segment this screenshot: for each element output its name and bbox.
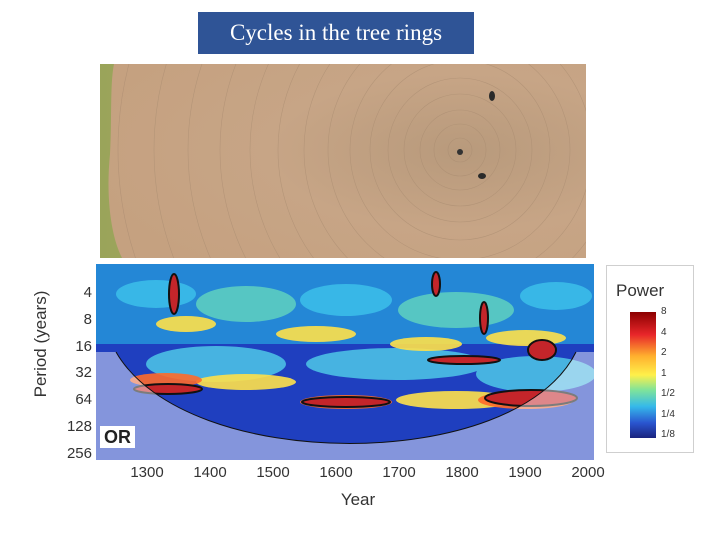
y-tick-label: 16 <box>75 337 92 355</box>
legend-tick-label: 2 <box>661 347 667 358</box>
y-tick-label: 64 <box>75 391 92 409</box>
wavelet-power-spectrum <box>96 264 594 460</box>
legend-tick-label: 1/2 <box>661 388 675 399</box>
y-axis-label-text: Period (years) <box>31 291 50 398</box>
x-tick-label: 1800 <box>445 464 479 481</box>
x-tick-label: 1500 <box>256 464 290 481</box>
y-tick-label: 8 <box>83 310 92 328</box>
y-tick-label: 4 <box>83 284 92 301</box>
y-tick-label: 128 <box>66 418 92 435</box>
legend-tick-label: 1/8 <box>661 429 675 440</box>
x-tick-label: 1900 <box>508 464 542 481</box>
y-tick-label: 32 <box>75 364 92 382</box>
x-tick-label: 1700 <box>382 464 416 481</box>
power-colorbar <box>630 312 656 438</box>
x-tick-label: 1400 <box>193 464 227 481</box>
y-axis-label: Period (years) <box>28 254 64 434</box>
tree-ring-photo <box>100 64 586 258</box>
region-label: OR <box>100 426 135 448</box>
x-tick-label: 1600 <box>319 464 353 481</box>
legend-title: Power <box>616 281 665 300</box>
x-tick-label: 2000 <box>571 464 605 481</box>
legend-tick-label: 4 <box>661 326 667 338</box>
legend-tick-label: 1/4 <box>661 408 675 420</box>
slide-title: Cycles in the tree rings <box>198 12 474 54</box>
power-legend <box>606 265 694 453</box>
y-tick-label: 256 <box>66 444 92 462</box>
legend-tick-label: 8 <box>661 306 667 317</box>
x-axis-label: Year <box>340 490 376 509</box>
legend-tick-label: 1 <box>661 367 667 379</box>
x-tick-label: 1300 <box>130 464 164 481</box>
